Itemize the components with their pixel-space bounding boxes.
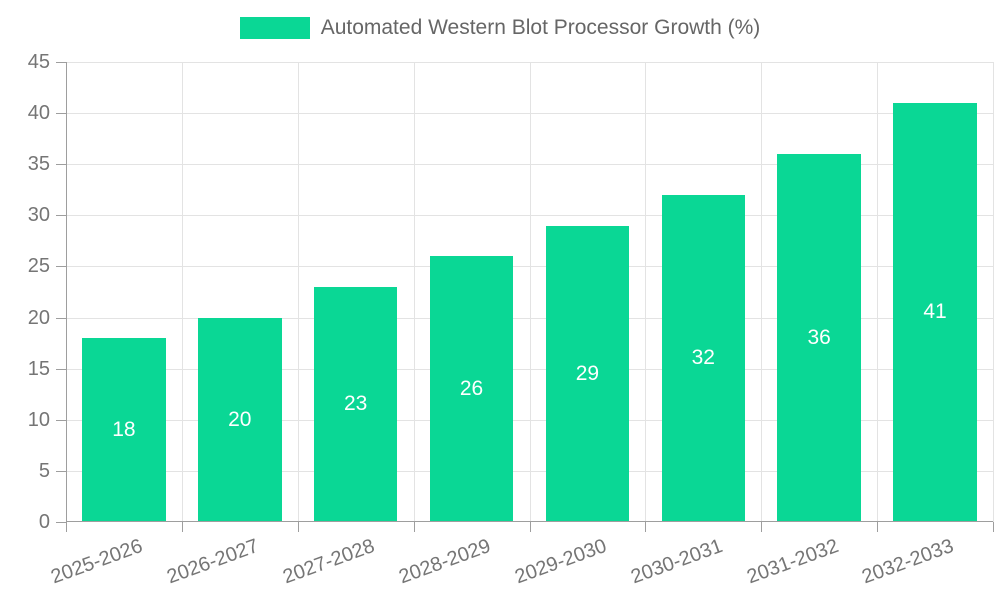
- x-tick-label: 2031-2032: [743, 534, 842, 589]
- y-tick-label: 15: [27, 357, 50, 380]
- x-tick-label: 2026-2027: [164, 534, 262, 589]
- y-tick-label: 40: [27, 102, 50, 125]
- gridline-vertical: [761, 62, 763, 522]
- y-tick-label: 0: [38, 511, 50, 533]
- bar-value-label: 26: [459, 377, 484, 401]
- bar: 32: [661, 194, 746, 522]
- y-tick-label: 10: [27, 408, 50, 431]
- bar-value-label: 18: [112, 418, 136, 441]
- y-axis-tick: [56, 62, 66, 63]
- y-axis-tick: [56, 522, 66, 523]
- x-tick-label: 2027-2028: [280, 534, 378, 589]
- bar: 29: [545, 225, 630, 522]
- legend-label: Automated Western Blot Processor Growth …: [320, 16, 761, 39]
- gridline-vertical: [413, 62, 415, 522]
- x-tick-label: 2029-2030: [511, 534, 610, 589]
- gridline-vertical: [645, 62, 647, 522]
- y-tick-label: 30: [27, 204, 50, 227]
- x-axis-tick: [297, 522, 299, 532]
- legend[interactable]: Automated Western Blot Processor Growth …: [0, 14, 1000, 42]
- x-axis-tick: [529, 522, 531, 532]
- y-axis-tick: [56, 419, 66, 421]
- y-axis-tick: [56, 317, 66, 319]
- bar: 36: [777, 154, 861, 522]
- x-tick-label: 2032-2033: [859, 534, 957, 589]
- x-axis-tick: [181, 522, 183, 532]
- x-axis-tick: [413, 522, 415, 532]
- x-axis-tick: [993, 522, 994, 532]
- bar: 26: [429, 256, 514, 522]
- y-tick-label: 45: [27, 51, 50, 73]
- y-axis-tick: [56, 470, 66, 472]
- x-tick-label: 2028-2029: [396, 534, 494, 589]
- y-axis-tick: [56, 113, 66, 115]
- bar-value-label: 41: [923, 300, 947, 324]
- y-tick-label: 20: [27, 306, 50, 329]
- y-axis-tick: [56, 164, 66, 166]
- bar-value-label: 36: [807, 326, 831, 349]
- plot-area: 18 20 23 26 29 32 36 41: [66, 62, 994, 522]
- y-axis-line: [66, 62, 67, 522]
- y-axis-tick: [56, 215, 66, 217]
- bar-value-label: 32: [691, 346, 715, 370]
- x-axis-tick: [66, 522, 67, 532]
- x-axis-line: [66, 521, 993, 522]
- x-tick-label: 2025-2026: [48, 534, 146, 589]
- gridline-vertical: [529, 62, 531, 522]
- gridline-vertical: [993, 62, 994, 522]
- x-axis-tick: [761, 522, 763, 532]
- bar-value-label: 23: [344, 392, 368, 416]
- bar: 23: [313, 286, 398, 522]
- y-axis-tick: [56, 266, 66, 268]
- x-tick-label: 2030-2031: [627, 534, 726, 589]
- x-axis-tick: [877, 522, 879, 532]
- x-axis-tick: [645, 522, 647, 532]
- gridline-vertical: [877, 62, 879, 522]
- bar-value-label: 20: [228, 407, 252, 431]
- gridline-vertical: [297, 62, 299, 522]
- legend-swatch: [239, 17, 310, 39]
- bar: 20: [198, 317, 282, 522]
- y-tick-label: 35: [27, 153, 50, 176]
- bar: 41: [893, 102, 977, 522]
- bar: 18: [82, 338, 166, 522]
- y-tick-label: 5: [38, 459, 50, 482]
- gridline-vertical: [181, 62, 183, 522]
- y-axis-tick: [56, 368, 66, 370]
- y-tick-label: 25: [27, 255, 50, 278]
- bar-value-label: 29: [575, 361, 600, 385]
